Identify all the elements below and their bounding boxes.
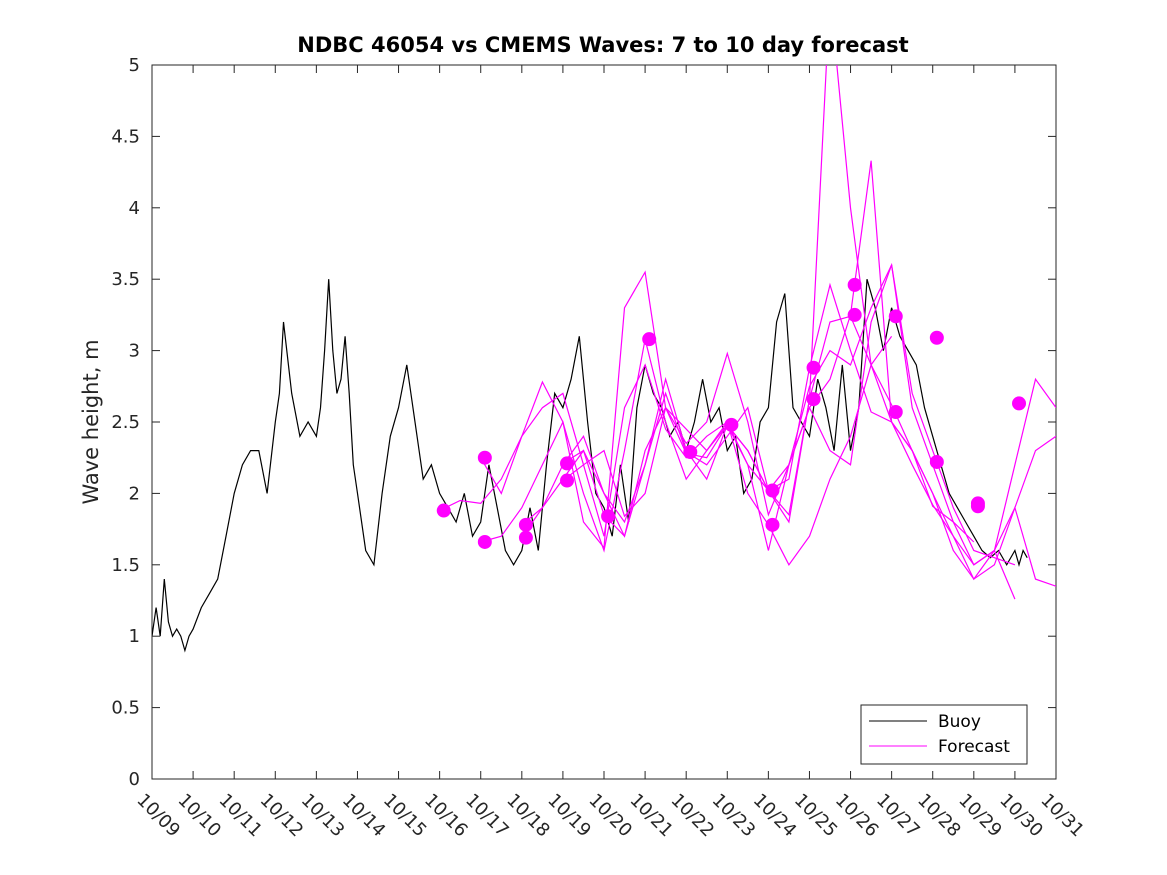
y-tick-label: 0 bbox=[129, 769, 140, 790]
y-tick-label: 3 bbox=[129, 341, 140, 362]
forecast-marker bbox=[518, 530, 533, 545]
forecast-marker bbox=[601, 509, 616, 524]
x-tick-label: 10/27 bbox=[872, 790, 924, 842]
x-tick-label: 10/26 bbox=[831, 790, 883, 842]
x-tick-label: 10/09 bbox=[132, 790, 184, 842]
plot-area bbox=[151, 64, 1057, 780]
forecast-marker bbox=[847, 307, 862, 322]
x-tick-label: 10/12 bbox=[256, 790, 308, 842]
x-tick-label: 10/16 bbox=[420, 790, 472, 842]
x-tick-label: 10/29 bbox=[954, 790, 1006, 842]
forecast-marker bbox=[518, 517, 533, 532]
forecast-marker bbox=[765, 517, 780, 532]
y-tick-label: 1.5 bbox=[111, 555, 140, 576]
chart-title: NDBC 46054 vs CMEMS Waves: 7 to 10 day f… bbox=[297, 33, 908, 57]
y-tick-label: 2.5 bbox=[111, 412, 140, 433]
x-tick-label: 10/19 bbox=[543, 790, 595, 842]
forecast-marker bbox=[929, 330, 944, 345]
forecast-line bbox=[480, 335, 893, 566]
y-tick-label: 4.5 bbox=[111, 126, 140, 147]
forecast-marker bbox=[888, 309, 903, 324]
forecast-markers bbox=[436, 277, 1027, 549]
y-tick-label: 4 bbox=[129, 198, 140, 219]
forecast-marker bbox=[477, 534, 492, 549]
y-tick-label: 2 bbox=[129, 483, 140, 504]
axes-frame bbox=[151, 64, 1057, 780]
x-tick-label: 10/10 bbox=[174, 790, 226, 842]
forecast-marker bbox=[929, 454, 944, 469]
forecast-marker bbox=[1012, 396, 1027, 411]
x-tick-label: 10/11 bbox=[215, 790, 267, 842]
forecast-marker bbox=[765, 483, 780, 498]
y-axis-label: Wave height, m bbox=[79, 339, 103, 504]
forecast-marker bbox=[642, 332, 657, 347]
forecast-marker bbox=[724, 417, 739, 432]
forecast-marker bbox=[806, 360, 821, 375]
forecast-line bbox=[521, 160, 1056, 580]
x-tick-label: 10/22 bbox=[667, 790, 719, 842]
forecast-marker bbox=[847, 277, 862, 292]
y-tick-label: 3.5 bbox=[111, 269, 140, 290]
forecast-marker bbox=[806, 392, 821, 407]
forecast-marker bbox=[560, 473, 575, 488]
forecast-marker bbox=[477, 450, 492, 465]
y-tick-label: 5 bbox=[129, 55, 140, 76]
x-tick-label: 10/23 bbox=[708, 790, 760, 842]
y-tick-label: 1 bbox=[129, 626, 140, 647]
x-tick-label: 10/25 bbox=[790, 790, 842, 842]
x-tick-label: 10/18 bbox=[502, 790, 554, 842]
legend-forecast-label: Forecast bbox=[938, 737, 1010, 757]
x-tick-label: 10/28 bbox=[913, 790, 965, 842]
forecast-marker bbox=[970, 499, 985, 514]
legend-buoy-label: Buoy bbox=[938, 712, 981, 732]
y-tick-label: 0.5 bbox=[111, 698, 140, 719]
x-tick-label: 10/21 bbox=[626, 790, 678, 842]
x-tick-label: 10/30 bbox=[995, 790, 1047, 842]
legend: Buoy Forecast bbox=[860, 704, 1028, 765]
legend-box bbox=[860, 704, 1028, 765]
x-tick-label: 10/31 bbox=[1036, 790, 1088, 842]
forecast-marker bbox=[888, 405, 903, 420]
forecast-marker bbox=[436, 503, 451, 518]
x-tick-label: 10/13 bbox=[297, 790, 349, 842]
x-tick-label: 10/24 bbox=[749, 790, 801, 842]
x-tick-label: 10/15 bbox=[379, 790, 431, 842]
forecast-marker bbox=[683, 444, 698, 459]
forecast-marker bbox=[560, 456, 575, 471]
x-tick-label: 10/14 bbox=[338, 790, 390, 842]
x-tick-label: 10/17 bbox=[461, 790, 513, 842]
x-tick-label: 10/20 bbox=[584, 790, 636, 842]
